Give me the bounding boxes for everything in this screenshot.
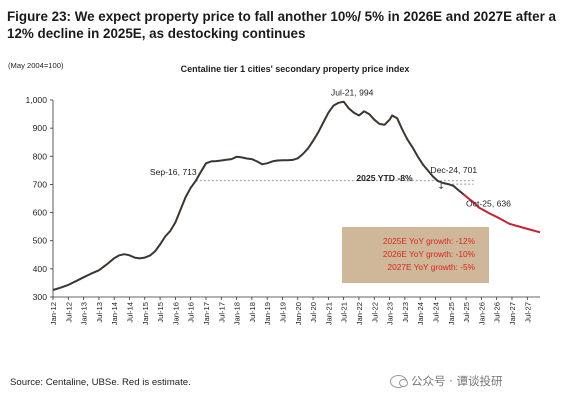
annotation-label: Dec-24, 701 [430, 165, 477, 175]
annotation-label: Sep-16, 713 [150, 167, 197, 177]
x-tick-label: Jul-14 [125, 302, 134, 323]
x-tick-label: Jul-15 [156, 302, 165, 323]
watermark: 公众号 · 谭谈投研 [390, 373, 502, 389]
y-tick-label: 700 [33, 179, 48, 189]
source-note: Source: Centaline, UBSe. Red is estimate… [10, 377, 191, 388]
growth-line-2026: 2026E YoY growth: -10% [382, 249, 475, 259]
y-tick-label: 900 [33, 123, 48, 133]
x-tick-label: Jul-12 [64, 302, 73, 323]
ytd-arrow-head [438, 187, 444, 189]
x-tick-label: Jan-24 [416, 302, 425, 325]
chart-axes: 300 400 500 600 700 800 900 1,000 Jan-12 Jul-12 Ja… [25, 95, 540, 325]
annotation-label: Jul-21, 994 [331, 88, 374, 98]
x-tick-label: Jan-23 [386, 302, 395, 325]
x-tick-label: Jul-27 [523, 302, 532, 323]
series-line-actual [52, 100, 465, 291]
x-tick-label: Jul-20 [309, 302, 318, 323]
x-tick-label: Jul-19 [278, 302, 287, 323]
chart-title: Centaline tier 1 cities' secondary prope… [180, 64, 410, 74]
x-tick-label: Jul-17 [217, 302, 226, 323]
x-tick-label: Jan-19 [263, 302, 272, 325]
x-tick-label: Jul-23 [401, 302, 410, 323]
x-tick-label: Jan-18 [233, 302, 242, 325]
x-tick-label: Jan-21 [324, 302, 333, 325]
x-tick-label: Jan-22 [355, 302, 364, 325]
x-tick-label: Jul-13 [95, 302, 104, 323]
x-tick-label: Jan-12 [49, 302, 58, 325]
x-tick-label: Jul-24 [431, 302, 440, 323]
y-tick-label: 300 [33, 292, 48, 302]
x-tick-label: Jan-14 [110, 302, 119, 325]
y-tick-label: 800 [33, 151, 48, 161]
x-tick-label: Jul-25 [462, 302, 471, 323]
annotation-label: Oct-25, 636 [466, 198, 511, 208]
x-tick-label: Jan-25 [447, 302, 456, 325]
x-tick-label: Jul-21 [340, 302, 349, 323]
y-tick-label: 500 [33, 236, 48, 246]
series-line-estimate [462, 193, 541, 234]
wechat-icon [390, 375, 408, 388]
reference-lines [195, 180, 474, 189]
figure-title: Figure 23: We expect property price to f… [7, 9, 556, 41]
watermark-text: 公众号 · 谭谈投研 [411, 374, 503, 388]
annotation-label: 2025 YTD -8% [356, 173, 413, 183]
y-tick-label: 1,000 [25, 95, 47, 105]
x-tick-label: Jan-17 [202, 302, 211, 325]
x-tick-label: Jan-15 [141, 302, 150, 325]
y-tick-label: 400 [33, 264, 48, 274]
x-tick-label: Jul-16 [187, 302, 196, 323]
x-tick-label: Jan-27 [508, 302, 517, 325]
y-tick-label: 600 [33, 208, 48, 218]
x-tick-label: Jul-22 [370, 302, 379, 323]
x-tick-label: Jan-16 [171, 302, 180, 325]
series-lines [52, 100, 541, 291]
growth-line-2025: 2025E YoY growth: -12% [382, 236, 475, 246]
growth-line-2027: 2027E YoY growth: -5% [387, 262, 476, 272]
index-base-label: (May 2004=100) [8, 61, 64, 70]
annotations: Sep-16, 713 Jul-21, 994 Dec-24, 701 Oct-25,… [150, 88, 511, 209]
x-tick-label: Jan-26 [477, 302, 486, 325]
x-tick-label: Jan-20 [294, 302, 303, 325]
x-tick-label: Jul-18 [248, 302, 257, 323]
growth-estimate-box: 2025E YoY growth: -12% 2026E YoY growth:… [342, 227, 489, 283]
x-tick-label: Jul-26 [493, 302, 502, 323]
x-tick-label: Jan-13 [80, 302, 89, 325]
